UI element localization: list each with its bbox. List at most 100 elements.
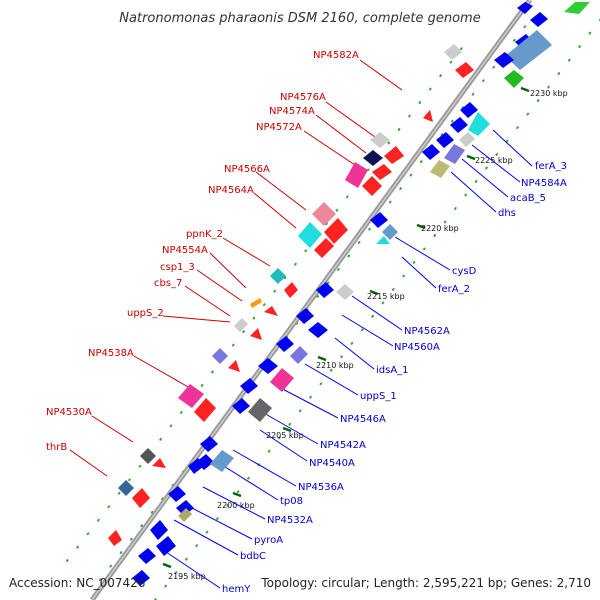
- gene-label-tp08: tp08: [280, 496, 303, 507]
- gene-box: [290, 346, 308, 364]
- gene-arrow-reverse: [156, 536, 176, 556]
- gene-label-dhs: dhs: [498, 208, 516, 219]
- gene-arrow-reverse: [258, 358, 278, 374]
- gene-box: [210, 450, 234, 472]
- gene-box: [444, 144, 465, 164]
- gene-arrow-reverse: [132, 570, 150, 586]
- gene-arrow-forward: [314, 238, 334, 258]
- tick-2205: [282, 426, 292, 433]
- gene-label-np4562a: NP4562A: [404, 326, 450, 337]
- gene-arrow-forward: [152, 458, 166, 468]
- tick-2200: [232, 491, 242, 498]
- tick-2230: [520, 86, 530, 93]
- gene-label-csp1-3: csp1_3: [160, 262, 195, 273]
- gene-label-fera-3: ferA_3: [535, 161, 567, 172]
- gene-arrow-reverse: [150, 520, 168, 540]
- gene-label-np4560a: NP4560A: [394, 342, 440, 353]
- gene-box: [248, 398, 272, 422]
- gene-arrow-forward: [423, 110, 433, 122]
- tick-label-2205: 2205 kbp: [266, 431, 304, 440]
- gene-label-np4572a: NP4572A: [256, 122, 302, 133]
- gene-box: [298, 222, 322, 248]
- gene-label-cysd: cysD: [452, 266, 477, 277]
- gene-arrow-reverse: [200, 436, 218, 452]
- gene-label-np4564a: NP4564A: [208, 185, 254, 196]
- tick-2225: [466, 154, 476, 161]
- gene-arrow-forward: [372, 164, 392, 180]
- gene-label-np4576a: NP4576A: [280, 92, 326, 103]
- tick-label-2195: 2195 kbp: [168, 572, 206, 581]
- gene-box: [363, 150, 383, 166]
- gene-label-pyroa: pyroA: [254, 535, 283, 546]
- gene-box: [459, 132, 475, 147]
- gene-label-np4540a: NP4540A: [309, 458, 355, 469]
- gene-arrow-reverse: [450, 117, 468, 133]
- gene-arrow-reverse: [460, 102, 478, 118]
- gene-arrow-reverse: [188, 458, 204, 474]
- gene-label-ppnk-2: ppnK_2: [186, 229, 223, 240]
- gene-arrow-reverse: [168, 486, 186, 502]
- gene-arrow-forward: [324, 218, 348, 244]
- gene-box: [178, 508, 192, 522]
- tick-label-2210: 2210 kbp: [316, 361, 354, 370]
- gene-label-bdbc: bdbC: [240, 551, 266, 562]
- accession-text: Accession: NC_007426: [9, 576, 145, 590]
- tick-2220: [416, 223, 426, 230]
- genome-summary-text: Topology: circular; Length: 2,595,221 bp…: [260, 576, 591, 590]
- gene-box: [505, 30, 552, 70]
- gene-box: [212, 348, 228, 364]
- gene-arrow-reverse: [370, 212, 388, 228]
- right-labels: ferA_3 NP4584A acaB_5 dhs cysD ferA_2 NP…: [222, 161, 567, 595]
- gene-label-np4542a: NP4542A: [320, 440, 366, 451]
- gene-arrow-reverse: [138, 548, 156, 564]
- gene-arrow-forward: [362, 176, 382, 196]
- gene-arrow-reverse: [436, 132, 454, 148]
- gene-arrow-reverse: [296, 308, 314, 324]
- tick-label-2215: 2215 kbp: [367, 292, 405, 301]
- gene-arrow-forward: [284, 282, 298, 298]
- gene-arrow-reverse: [422, 144, 440, 160]
- gene-box: [370, 132, 390, 148]
- gene-label-thrb: thrB: [46, 442, 67, 453]
- gene-arrow-reverse: [232, 398, 250, 414]
- gene-box: [336, 284, 354, 300]
- gene-features: [108, 2, 590, 586]
- gene-arrow-forward: [250, 328, 262, 340]
- tick-2210: [317, 355, 327, 362]
- gene-box: [444, 44, 462, 60]
- gene-label-upps-1: uppS_1: [360, 391, 397, 402]
- gene-arrow-reverse: [316, 282, 334, 298]
- gene-arrow-forward: [264, 306, 278, 316]
- tick-2195: [162, 562, 172, 569]
- tick-label-2200: 2200 kbp: [217, 501, 255, 510]
- gene-box: [270, 268, 286, 284]
- gene-arrow-reverse: [176, 500, 194, 516]
- tick-label-2230: 2230 kbp: [530, 89, 568, 98]
- gene-box: [312, 202, 336, 226]
- gene-box: [504, 70, 524, 88]
- gene-label-np4582a: NP4582A: [313, 50, 359, 61]
- gene-label-np4546a: NP4546A: [340, 414, 386, 425]
- gene-arrow-reverse: [276, 336, 294, 352]
- gene-box: [430, 160, 450, 178]
- gene-arrow-reverse: [494, 52, 514, 68]
- gene-label-np4532a: NP4532A: [267, 515, 313, 526]
- gene-arrow-forward: [384, 146, 404, 164]
- gene-box: [564, 2, 590, 14]
- gene-box: [140, 448, 156, 464]
- tick-label-2220: 2220 kbp: [421, 224, 459, 233]
- gene-label-idsa-1: idsA_1: [376, 365, 409, 376]
- gene-label-np4554a: NP4554A: [162, 245, 208, 256]
- gene-label-upps-2: uppS_2: [127, 308, 164, 319]
- gene-arrow-forward: [132, 488, 150, 508]
- gene-label-hemy: hemY: [222, 584, 251, 595]
- gene-label-np4584a: NP4584A: [521, 178, 567, 189]
- leader-lines: [69, 59, 533, 589]
- gene-box: [250, 298, 262, 308]
- gene-arrow-forward: [108, 530, 122, 546]
- gene-label-fera-2: ferA_2: [438, 284, 470, 295]
- tick-label-2225: 2225 kbp: [475, 156, 513, 165]
- gene-arrow-reverse: [308, 322, 328, 338]
- gene-box: [468, 112, 490, 136]
- gene-arrow-forward: [194, 398, 216, 422]
